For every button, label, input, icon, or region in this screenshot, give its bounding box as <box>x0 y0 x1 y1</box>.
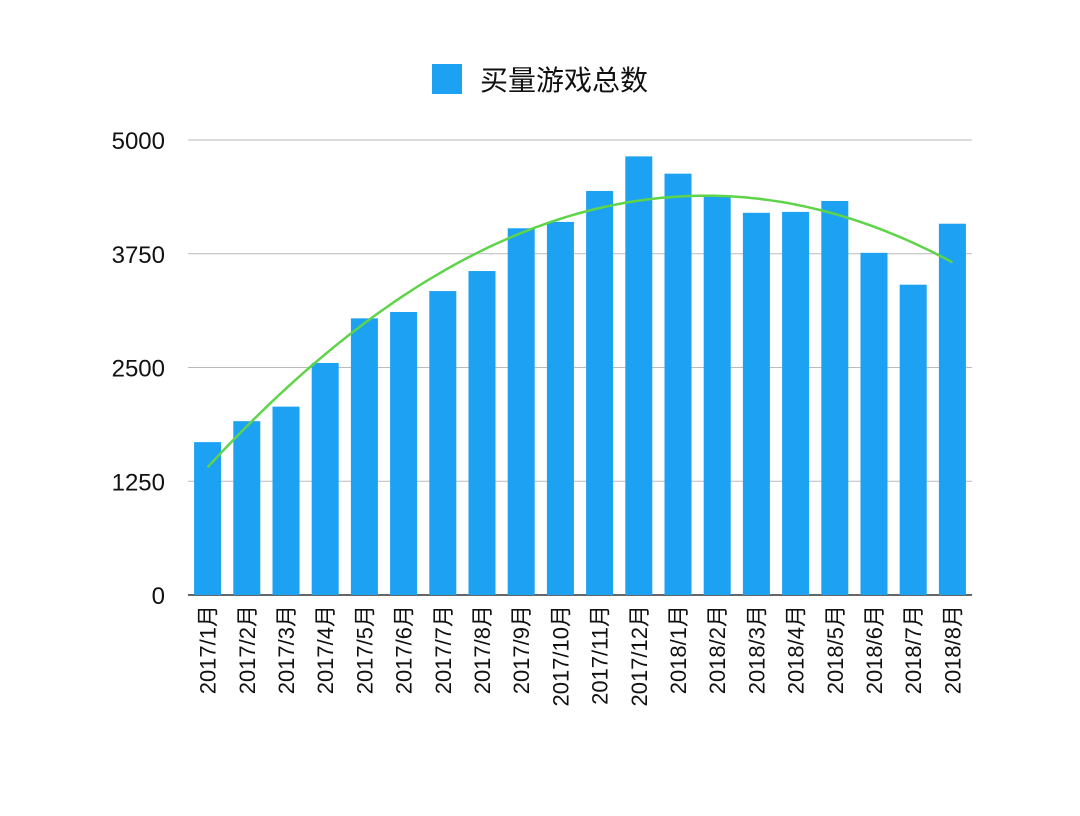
bar <box>350 318 378 595</box>
x-tick-label: 2017/5月 <box>352 605 377 694</box>
x-tick-label: 2017/6月 <box>392 605 417 694</box>
bar <box>546 221 574 595</box>
bar <box>782 211 810 595</box>
y-tick-label: 3750 <box>112 242 165 269</box>
x-tick-label: 2017/10月 <box>548 605 573 707</box>
x-tick-label: 2017/3月 <box>274 605 299 694</box>
bar <box>233 421 261 595</box>
bar <box>507 228 535 595</box>
bar <box>821 200 849 595</box>
x-tick-label: 2017/8月 <box>470 605 495 694</box>
x-tick-label: 2017/11月 <box>588 605 613 705</box>
bar <box>664 173 692 596</box>
bar <box>468 271 496 595</box>
x-tick-label: 2017/12月 <box>627 605 652 707</box>
bar <box>586 190 614 595</box>
x-tick-label: 2018/5月 <box>823 605 848 694</box>
x-tick-label: 2018/8月 <box>940 605 965 694</box>
legend-swatch <box>432 64 462 94</box>
x-tick-label: 2018/6月 <box>862 605 887 694</box>
bar <box>860 252 888 595</box>
x-tick-label: 2018/4月 <box>784 605 809 694</box>
y-tick-label: 1250 <box>112 469 165 496</box>
bar <box>625 156 653 595</box>
x-tick-label: 2017/9月 <box>509 605 534 694</box>
x-tick-label: 2017/2月 <box>235 605 260 694</box>
x-tick-label: 2018/3月 <box>744 605 769 694</box>
x-tick-label: 2017/7月 <box>431 605 456 694</box>
x-tick-label: 2018/2月 <box>705 605 730 694</box>
x-tick-label: 2017/1月 <box>196 605 221 694</box>
bar <box>272 406 300 595</box>
x-tick-label: 2018/1月 <box>666 605 691 694</box>
trendline <box>206 194 953 469</box>
legend-label: 买量游戏总数 <box>480 65 648 96</box>
bar <box>899 284 927 595</box>
x-tick-label: 2017/4月 <box>313 605 338 694</box>
bar <box>390 311 418 595</box>
bar <box>938 223 966 595</box>
legend: 买量游戏总数 <box>432 64 648 96</box>
bar <box>429 291 457 595</box>
y-tick-label: 5000 <box>112 128 165 155</box>
y-tick-label: 0 <box>152 583 165 610</box>
bar <box>311 362 339 595</box>
bar <box>742 212 770 596</box>
y-tick-label: 2500 <box>112 356 165 383</box>
x-tick-label: 2018/7月 <box>901 605 926 694</box>
bar <box>194 442 222 595</box>
bar <box>703 195 731 595</box>
